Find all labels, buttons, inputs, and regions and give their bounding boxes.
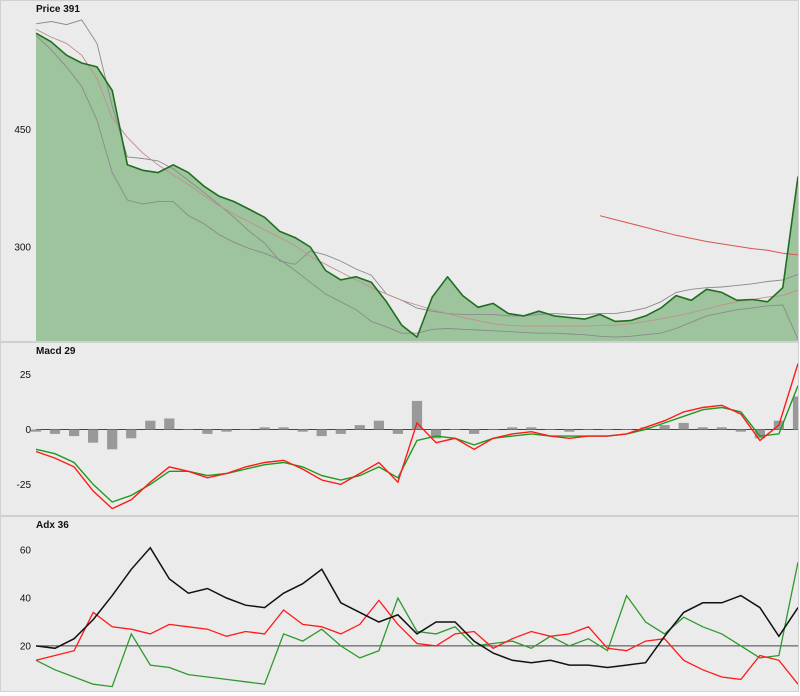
- price-panel: Price 391 300 450: [0, 0, 799, 342]
- macd-histogram-bar: [126, 429, 137, 439]
- macd-panel-title: Macd 29: [36, 346, 76, 357]
- macd-histogram-bar: [107, 429, 118, 450]
- macd-histogram-bar: [240, 429, 251, 430]
- price-area-fill: [36, 33, 798, 341]
- macd-histogram-bar: [145, 420, 156, 430]
- macd-histogram-bar: [640, 427, 651, 430]
- adx-panel-title: Adx 36: [36, 520, 69, 531]
- macd-histogram-bar: [450, 429, 461, 430]
- macd-histogram-bar: [659, 425, 670, 430]
- adx-line: [35, 546, 799, 669]
- macd-histogram-bar: [602, 429, 613, 430]
- macd-histogram-bar: [164, 418, 175, 430]
- macd-histogram-bar: [678, 422, 689, 430]
- macd-histogram-bar: [792, 396, 800, 430]
- macd-histogram-bar: [354, 425, 365, 430]
- macd-histogram-bar: [183, 429, 194, 430]
- lower-band-line: [35, 35, 799, 340]
- middle-band-line: [35, 28, 799, 327]
- macd-line: [35, 363, 799, 510]
- adx-y-tick-label: 20: [20, 641, 32, 652]
- macd-histogram-bar: [30, 429, 42, 432]
- adx-panel: Adx 36 60 40 20: [0, 516, 799, 692]
- macd-histogram-bar: [202, 429, 213, 434]
- price-y-tick-label: 450: [14, 125, 31, 136]
- macd-histogram-bar: [411, 400, 423, 430]
- macd-y-tick-label: -25: [17, 480, 32, 491]
- macd-histogram-bar: [221, 429, 232, 432]
- macd-histogram-bar: [735, 429, 746, 432]
- macd-y-tick-label: 25: [20, 370, 32, 381]
- macd-panel: Macd 29 25 0 -25: [0, 342, 800, 516]
- macd-histogram-bar: [259, 427, 270, 430]
- macd-histogram-bar: [507, 427, 518, 430]
- plus-di-line: [35, 599, 799, 685]
- macd-histogram-bar: [754, 429, 765, 439]
- macd-histogram-bar: [545, 429, 556, 430]
- macd-histogram-bar: [621, 429, 632, 430]
- macd-histogram-bar: [716, 427, 727, 430]
- upper-band-line: [35, 19, 799, 317]
- macd-histogram-bar: [697, 427, 708, 430]
- macd-histogram-bar: [49, 429, 61, 434]
- macd-histogram-bar: [373, 420, 384, 430]
- macd-histogram-bar: [488, 429, 499, 430]
- minus-di-line: [35, 561, 799, 688]
- price-chart: Price 391 300 450: [14, 4, 799, 341]
- macd-histogram-bar: [316, 429, 327, 437]
- macd-histogram-bar: [469, 429, 480, 434]
- macd-histogram-bar: [88, 429, 99, 443]
- macd-histogram-bar: [430, 429, 442, 439]
- adx-y-tick-label: 60: [20, 546, 32, 557]
- price-panel-title: Price 391: [36, 4, 80, 15]
- long-ma-line: [599, 215, 799, 256]
- adx-y-tick-label: 40: [20, 594, 32, 605]
- macd-histogram-bar: [564, 429, 575, 432]
- macd-histogram-bar: [278, 427, 289, 430]
- macd-histogram-bar: [335, 429, 346, 434]
- macd-histogram-bar: [392, 429, 403, 434]
- macd-histogram-bar: [297, 429, 308, 432]
- macd-histogram-bar: [583, 429, 594, 430]
- macd-histogram-bar: [526, 427, 537, 430]
- price-y-tick-label: 300: [14, 243, 31, 254]
- adx-chart: Adx 36 60 40 20: [20, 520, 799, 688]
- macd-histogram-bar: [69, 429, 80, 437]
- price-line: [35, 32, 799, 338]
- macd-chart: Macd 29 25 0 -25: [17, 346, 800, 510]
- macd-y-tick-label: 0: [25, 425, 31, 436]
- signal-line: [35, 385, 799, 503]
